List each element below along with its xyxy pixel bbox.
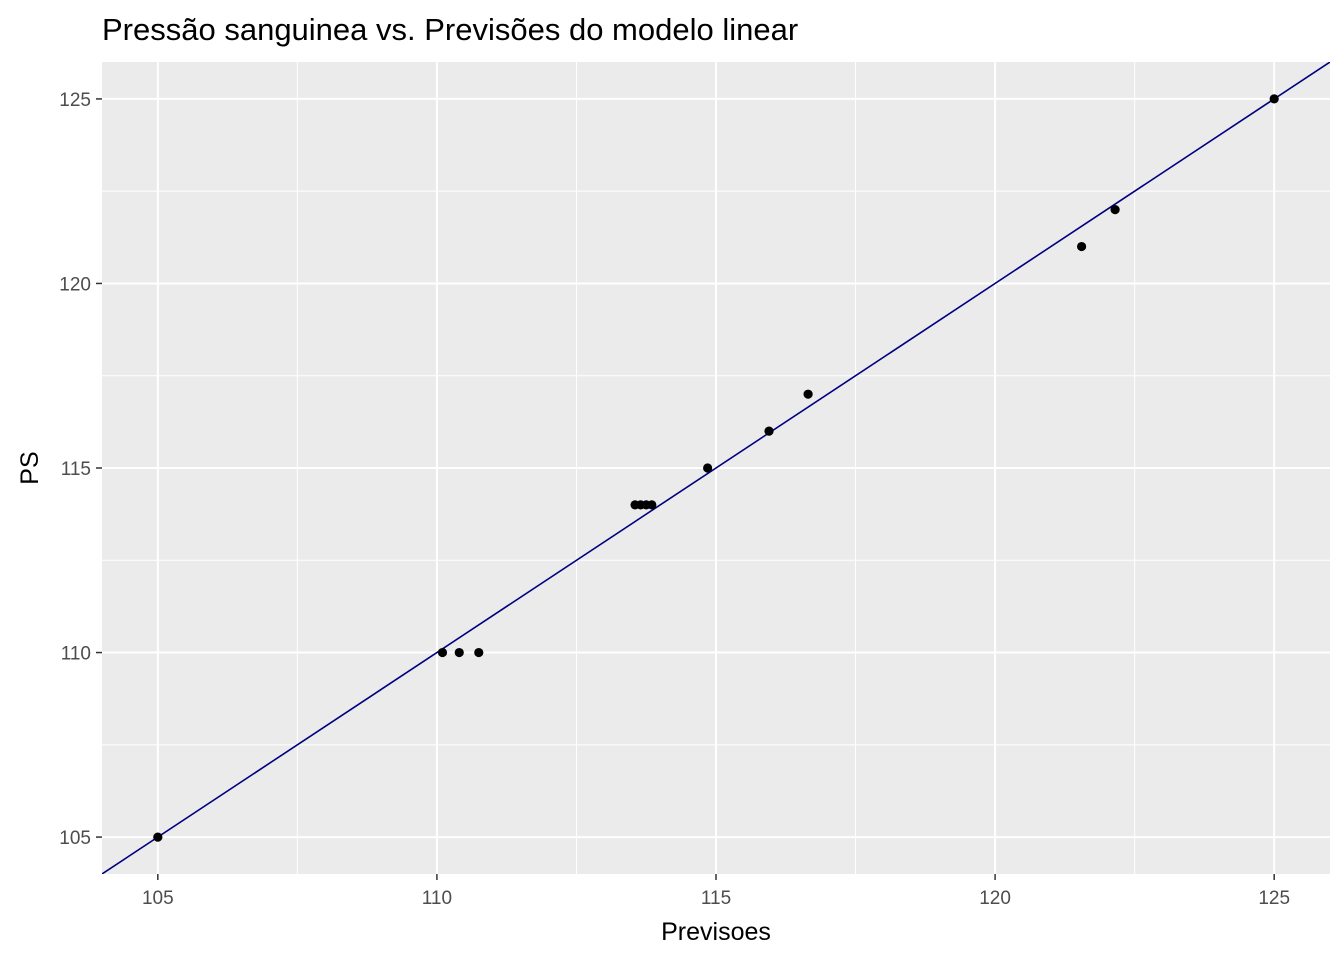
data-points: [153, 94, 1279, 842]
data-point: [803, 389, 813, 399]
data-point: [474, 647, 484, 658]
reference-line-group: [102, 62, 1330, 874]
data-point: [1269, 94, 1279, 104]
y-tick-label: 105: [59, 828, 91, 849]
x-tick-label: 125: [1258, 888, 1290, 909]
data-point: [647, 500, 657, 510]
data-point: [1077, 241, 1087, 252]
x-tick-label: 105: [142, 888, 174, 909]
x-axis-title: Previsoes: [661, 918, 771, 946]
data-point: [437, 647, 448, 658]
y-tick-label: 125: [59, 90, 91, 111]
data-point: [764, 426, 774, 436]
chart-title: Pressão sanguinea vs. Previsões do model…: [102, 12, 798, 47]
x-axis-ticks: 105 110 115 120 125: [142, 874, 1290, 909]
reference-line: [102, 62, 1330, 874]
x-tick-label: 115: [701, 888, 731, 909]
data-point: [703, 463, 713, 473]
y-tick-label: 115: [61, 459, 91, 480]
data-point: [454, 647, 464, 658]
x-tick-label: 120: [979, 888, 1011, 909]
y-axis-title: PS: [16, 451, 44, 484]
x-tick-label: 110: [422, 888, 452, 909]
data-point: [1110, 205, 1120, 215]
y-axis-ticks: 105 110 115 120 125: [59, 90, 102, 849]
data-point: [153, 832, 163, 842]
y-tick-label: 110: [61, 644, 91, 665]
y-tick-label: 120: [59, 274, 91, 295]
